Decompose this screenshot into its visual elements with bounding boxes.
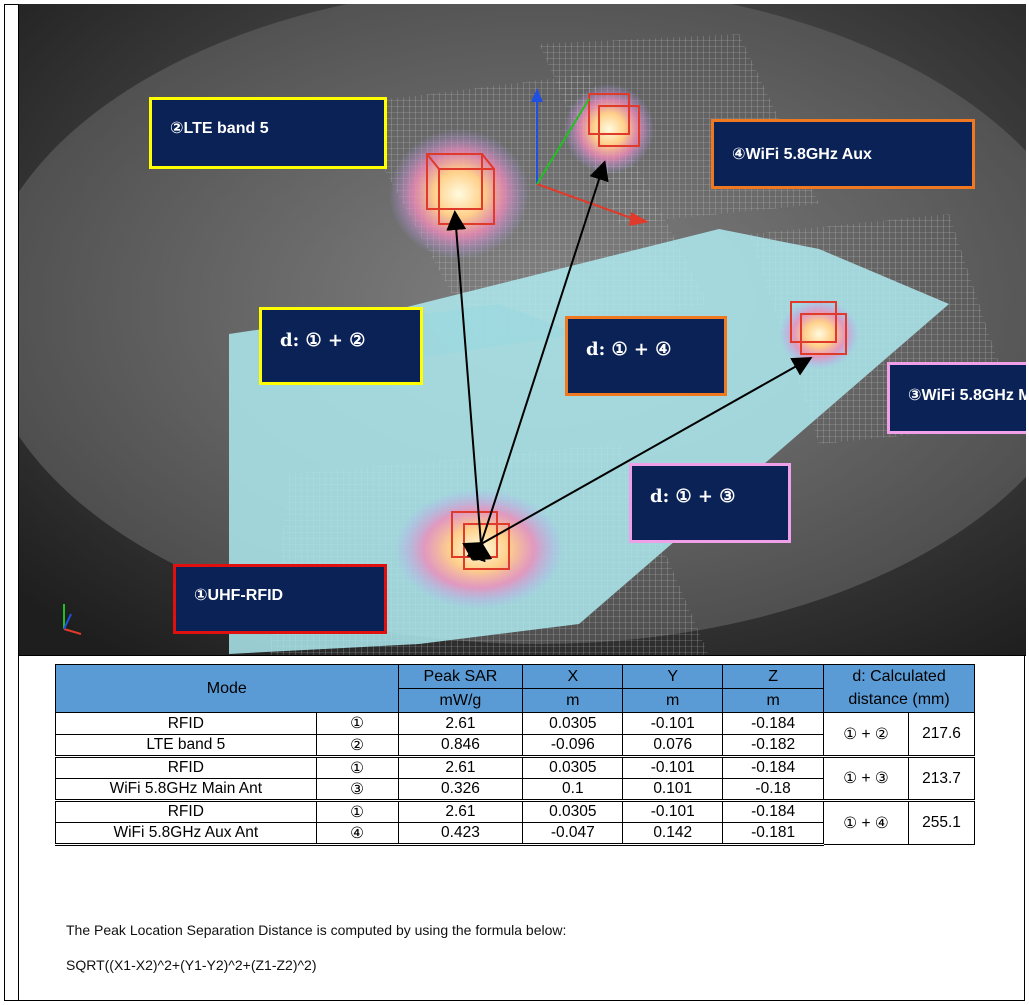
cell-mode: WiFi 5.8GHz Aux Ant [55,822,317,846]
table-row: RFID ① 2.61 0.0305 -0.101 -0.184 ① + ③ 2… [55,755,976,801]
zoom-scan-cube [790,301,847,355]
cell-z: -0.184 [722,755,825,779]
sar-hotspot-wifi-aux [564,84,654,174]
label-d12-text: d: ① + ② [280,330,366,351]
cell-x: 0.0305 [522,712,624,735]
label-uhf-rfid-text: ①UHF-RFID [194,587,284,604]
cell-index: ① [315,712,399,735]
label-uhf-rfid: ①UHF-RFID [173,564,387,634]
cell-pair: ① + ② [823,712,909,757]
cell-y: 0.101 [622,778,724,801]
cell-mode: RFID [55,799,317,823]
sar-hotspot-wifi-main [779,299,859,369]
header-distance: d: Calculated distance (mm) [823,664,975,713]
cell-z: -0.182 [722,734,825,757]
cell-x: 0.0305 [522,799,624,823]
header-y: Y [622,664,724,689]
cell-y: -0.101 [622,799,724,823]
header-unit-y: m [622,688,724,713]
cell-index: ④ [315,822,399,846]
cell-sar: 2.61 [397,712,524,735]
cell-z: -0.18 [722,778,825,801]
label-wifi-aux: ④WiFi 5.8GHz Aux [711,119,975,189]
header-mode: Mode [55,664,399,713]
label-wifi-main: ③WiFi 5.8GHz Main [887,362,1026,434]
cell-sar: 0.846 [397,734,524,757]
cell-y: 0.076 [622,734,724,757]
cell-index: ① [315,755,399,779]
cell-mode: LTE band 5 [55,734,317,757]
cell-sar: 0.423 [397,822,524,846]
cell-index: ② [315,734,399,757]
table-row: WiFi 5.8GHz Aux Ant ④ 0.423 -0.047 0.142… [55,822,975,846]
cell-sar: 2.61 [397,755,524,779]
cell-x: -0.047 [522,822,624,846]
header-x: X [522,664,624,689]
cell-pair: ① + ④ [823,799,909,845]
sar-distance-table: Mode Peak SAR X Y Z d: Calculated distan… [55,664,976,846]
label-lte-band5-text: ②LTE band 5 [170,120,269,137]
formula: SQRT((X1-X2)^2+(Y1-Y2)^2+(Z1-Z2)^2) [66,957,317,973]
cell-y: 0.142 [622,822,724,846]
cell-mode: WiFi 5.8GHz Main Ant [55,778,317,801]
cell-mode: RFID [55,755,317,779]
sar-simulation-view: ②LTE band 5 ④WiFi 5.8GHz Aux d: ① + ② d:… [18,4,1026,656]
cell-distance: 255.1 [907,799,976,845]
label-wifi-aux-text: ④WiFi 5.8GHz Aux [732,146,872,163]
cell-distance: 217.6 [907,712,976,757]
orientation-triad-icon [63,604,82,635]
label-lte-band5: ②LTE band 5 [149,97,387,169]
sar-hotspot-lte [389,129,529,259]
header-unit-x: m [522,688,624,713]
cell-z: -0.181 [722,822,825,846]
distance-arrows [446,160,813,563]
cell-distance: 213.7 [907,755,976,801]
cell-index: ③ [315,778,399,801]
label-d14: d: ① + ④ [565,316,727,396]
label-d12: d: ① + ② [259,307,423,385]
zoom-scan-cube [588,93,640,147]
header-unit-z: m [722,688,825,713]
cell-sar: 0.326 [397,778,524,801]
left-rule [18,656,19,1001]
label-wifi-main-text: ③WiFi 5.8GHz Main [908,387,1026,404]
cell-x: 0.1 [522,778,624,801]
label-d13-text: d: ① + ③ [650,486,736,507]
label-d13: d: ① + ③ [629,463,791,543]
cell-index: ① [315,799,399,823]
cell-z: -0.184 [722,712,825,735]
table-row: RFID ① 2.61 0.0305 -0.101 -0.184 ① + ② 2… [55,712,976,757]
cell-mode: RFID [55,712,317,735]
cell-y: -0.101 [622,712,724,735]
cell-x: 0.0305 [522,755,624,779]
cell-y: -0.101 [622,755,724,779]
cell-pair: ① + ③ [823,755,909,801]
label-d14-text: d: ① + ④ [586,339,672,360]
header-z: Z [722,664,825,689]
formula-description: The Peak Location Separation Distance is… [66,922,567,938]
table-row: RFID ① 2.61 0.0305 -0.101 -0.184 ① + ④ 2… [55,799,976,845]
header-unit-sar: mW/g [397,688,524,713]
cell-sar: 2.61 [397,799,524,823]
cell-x: -0.096 [522,734,624,757]
cell-z: -0.184 [722,799,825,823]
header-peak-sar: Peak SAR [397,664,524,689]
